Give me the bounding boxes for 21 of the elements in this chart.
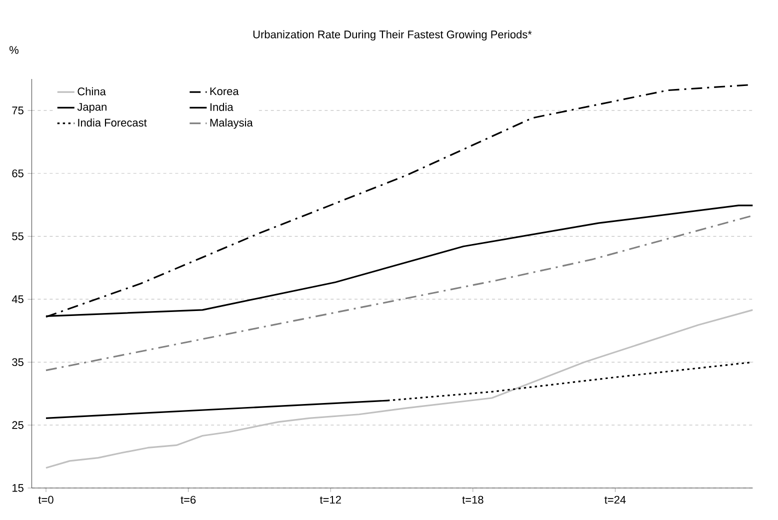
chart-title: Urbanization Rate During Their Fastest Growing Periods* <box>253 30 532 41</box>
y-tick-label: 45 <box>12 295 24 304</box>
legend-label: Japan <box>77 103 106 113</box>
legend-label: Korea <box>210 87 239 96</box>
legend-label: India Forecast <box>78 118 147 127</box>
line-series <box>45 214 753 372</box>
y-tick-label: 25 <box>12 421 24 429</box>
x-tick-label: t=24 <box>604 496 626 504</box>
legend-label: Malaysia <box>210 118 253 129</box>
y-tick-label: 35 <box>12 358 24 366</box>
x-tick-label: t=12 <box>320 496 341 504</box>
y-tick-label: 65 <box>12 169 24 178</box>
x-tick-label: t=18 <box>462 496 484 504</box>
y-tick-label: 15 <box>12 484 24 492</box>
legend-label: China <box>78 87 106 96</box>
x-tick-label: t=6 <box>180 496 196 504</box>
legend-label: India <box>210 102 234 111</box>
y-tick-label: 75 <box>12 106 24 114</box>
y-tick-label: 55 <box>12 232 24 240</box>
y-axis-title: % <box>10 46 18 54</box>
x-tick-label: t=0 <box>38 496 54 504</box>
